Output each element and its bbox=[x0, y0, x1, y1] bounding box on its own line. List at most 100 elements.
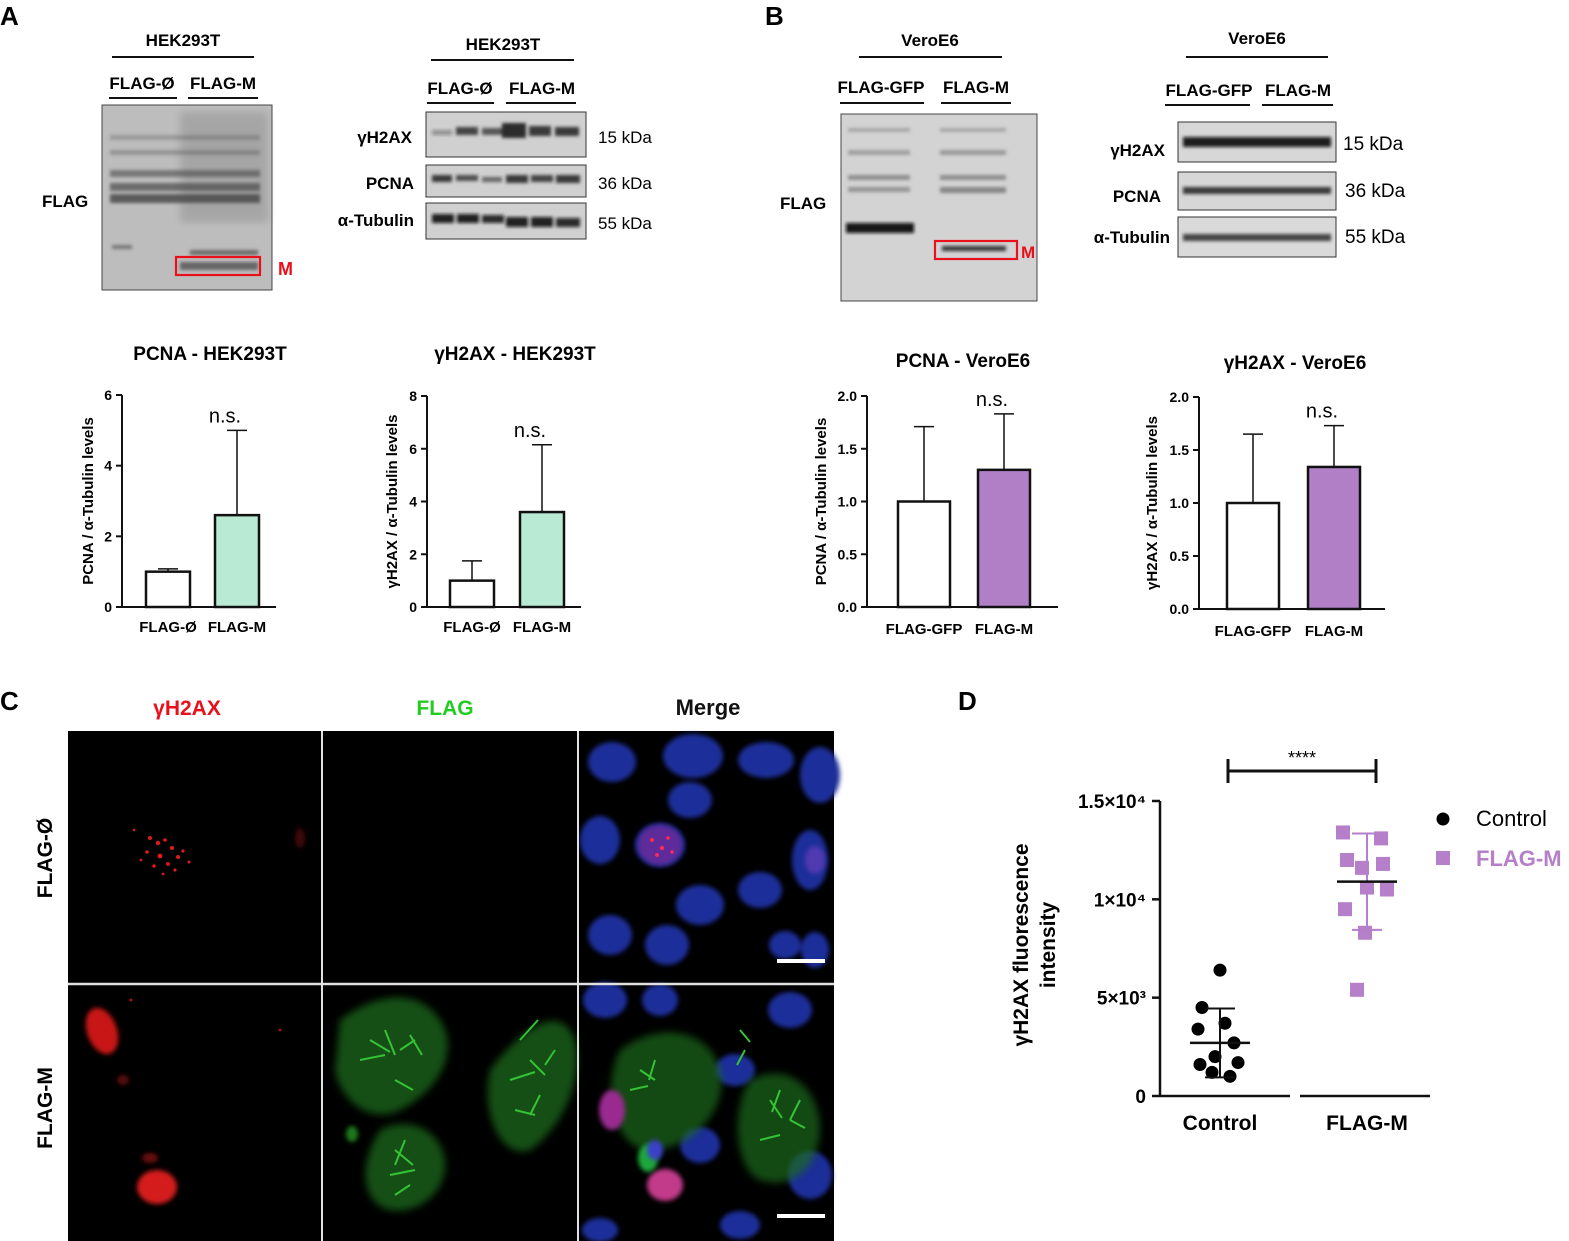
row-label: FLAG bbox=[42, 192, 88, 211]
micrograph-flag-flag-m bbox=[335, 997, 578, 1211]
bar-flag-m bbox=[213, 513, 261, 609]
micrograph-gh2ax-control bbox=[132, 828, 305, 876]
lane-label: FLAG-M bbox=[190, 74, 256, 93]
panel-letter-d: D bbox=[958, 686, 977, 716]
chart-title: PCNA - HEK293T bbox=[133, 344, 287, 365]
bar-control bbox=[144, 570, 192, 609]
row-label-flag-empty: FLAG-Ø bbox=[34, 818, 57, 898]
y-axis-label-line1: γH2AX fluorescence bbox=[1010, 843, 1033, 1046]
y-axis-label-line2: intensity bbox=[1037, 902, 1060, 989]
y-tick-label: 1.5 bbox=[1170, 442, 1190, 458]
significance-label: n.s. bbox=[1306, 401, 1338, 423]
y-tick-label: 4 bbox=[409, 494, 417, 510]
y-tick-label: 6 bbox=[409, 441, 417, 457]
panel-letter-c: C bbox=[0, 686, 19, 716]
column-label-merge: Merge bbox=[676, 695, 741, 720]
x-tick-label: FLAG-M bbox=[208, 619, 266, 636]
band-box-label: M bbox=[1021, 243, 1035, 262]
row-label: α-Tubulin bbox=[1094, 228, 1170, 247]
size-label: 15 kDa bbox=[598, 128, 652, 147]
data-point-flag-m bbox=[1376, 856, 1390, 871]
y-axis-label: PCNA / α-Tubulin levels bbox=[813, 418, 830, 586]
band-box-label: M bbox=[278, 259, 293, 279]
lane-label: FLAG-GFP bbox=[838, 78, 925, 97]
micrograph-gh2ax-flag-m bbox=[85, 998, 282, 1204]
lane-label: FLAG-Ø bbox=[427, 79, 492, 98]
size-label: 55 kDa bbox=[1345, 227, 1406, 248]
size-label: 36 kDa bbox=[598, 174, 652, 193]
data-point-flag-m bbox=[1336, 825, 1350, 840]
panel-c: C γH2AX FLAG Merge FLAG-Ø FLAG-M bbox=[0, 686, 840, 1241]
y-tick-label: 1.5×10⁴ bbox=[1078, 792, 1146, 813]
row-label: γH2AX bbox=[1110, 141, 1165, 160]
blot-b-flag: VeroE6 FLAG-GFP FLAG-M FLAG bbox=[780, 31, 1038, 302]
y-tick-label: 2 bbox=[104, 528, 112, 544]
column-label-flag: FLAG bbox=[416, 697, 473, 720]
data-point-flag-m bbox=[1374, 831, 1388, 846]
x-tick-label: FLAG-Ø bbox=[443, 619, 501, 636]
y-tick-label: 8 bbox=[409, 388, 417, 404]
legend-marker-flag-m bbox=[1436, 851, 1450, 865]
significance-label: **** bbox=[1288, 748, 1316, 768]
y-tick-label: 5×10³ bbox=[1097, 989, 1146, 1010]
bar-control bbox=[448, 579, 496, 609]
x-tick-label: FLAG-M bbox=[1326, 1112, 1408, 1135]
y-tick-label: 4 bbox=[104, 458, 112, 474]
legend-marker-control bbox=[1436, 812, 1450, 826]
scatter-chart-gh2ax-intensity: γH2AX fluorescence intensity 0 5×10³ 1×10⁴ 1.… bbox=[1010, 748, 1562, 1135]
size-label: 15 kDa bbox=[1343, 134, 1404, 155]
size-label: 55 kDa bbox=[598, 214, 652, 233]
cell-line-label: HEK293T bbox=[146, 31, 221, 50]
x-tick-label: FLAG-Ø bbox=[139, 619, 197, 636]
y-tick-label: 0.0 bbox=[838, 599, 858, 615]
x-tick-label: FLAG-GFP bbox=[1215, 623, 1292, 640]
panel-b: B VeroE6 FLAG-GFP FLAG-M FLAG bbox=[765, 1, 1406, 640]
y-tick-label: 0.5 bbox=[838, 546, 858, 562]
data-point-control bbox=[1208, 1050, 1222, 1064]
y-axis-label: PCNA / α-Tubulin levels bbox=[80, 417, 97, 585]
data-point-control bbox=[1218, 1016, 1232, 1030]
bar-chart-pcna-hek: PCNA - HEK293T PCNA / α-Tubulin levels 0 2 4… bbox=[80, 344, 287, 636]
data-point-flag-m bbox=[1338, 902, 1352, 917]
bar-control bbox=[896, 500, 952, 609]
bar-flag-m bbox=[1306, 465, 1362, 611]
cell-line-label: HEK293T bbox=[466, 35, 541, 54]
legend-label-control: Control bbox=[1476, 806, 1547, 831]
panel-letter-b: B bbox=[765, 1, 784, 31]
y-axis-label: γH2AX / α-Tubulin levels bbox=[384, 415, 401, 589]
y-axis-label: γH2AX / α-Tubulin levels bbox=[1144, 416, 1161, 590]
data-point-control bbox=[1213, 963, 1227, 977]
lane-label: FLAG-M bbox=[509, 79, 575, 98]
bar-chart-gh2ax-hek: γH2AX - HEK293T γH2AX / α-Tubulin levels 0… bbox=[384, 344, 596, 636]
chart-title: PCNA - VeroE6 bbox=[896, 351, 1030, 372]
y-tick-label: 6 bbox=[104, 387, 112, 403]
data-point-flag-m bbox=[1340, 853, 1354, 867]
column-label-gh2ax: γH2AX bbox=[153, 697, 221, 720]
data-point-flag-m bbox=[1350, 982, 1364, 997]
chart-title: γH2AX - VeroE6 bbox=[1224, 353, 1367, 374]
micrograph-merge-control bbox=[580, 734, 840, 968]
y-tick-label: 1×10⁴ bbox=[1094, 890, 1146, 911]
y-tick-label: 0.0 bbox=[1170, 601, 1190, 617]
significance-label: n.s. bbox=[514, 420, 546, 442]
row-label-flag-m: FLAG-M bbox=[34, 1067, 57, 1149]
blot-b-markers: VeroE6 FLAG-GFP FLAG-M γH2AX 15 kDa PCNA… bbox=[1094, 29, 1406, 258]
data-point-flag-m bbox=[1355, 860, 1369, 875]
row-label: PCNA bbox=[1113, 187, 1161, 206]
data-point-control bbox=[1193, 1058, 1207, 1072]
panel-letter-a: A bbox=[0, 1, 19, 31]
row-label: PCNA bbox=[366, 174, 414, 193]
data-point-control bbox=[1231, 1056, 1245, 1070]
y-tick-label: 1.0 bbox=[838, 494, 858, 510]
lane-label: FLAG-M bbox=[1265, 81, 1331, 100]
x-tick-label: FLAG-M bbox=[975, 621, 1033, 638]
row-label: α-Tubulin bbox=[338, 211, 414, 230]
data-point-control bbox=[1195, 1001, 1209, 1014]
lane-label: FLAG-M bbox=[943, 78, 1009, 97]
data-point-control bbox=[1205, 1065, 1219, 1079]
y-tick-label: 2.0 bbox=[1170, 389, 1190, 405]
blot-a-flag: HEK293T FLAG-Ø FLAG-M FLAG M bbox=[42, 31, 293, 291]
row-label: FLAG bbox=[780, 194, 826, 213]
significance-label: n.s. bbox=[209, 405, 241, 427]
